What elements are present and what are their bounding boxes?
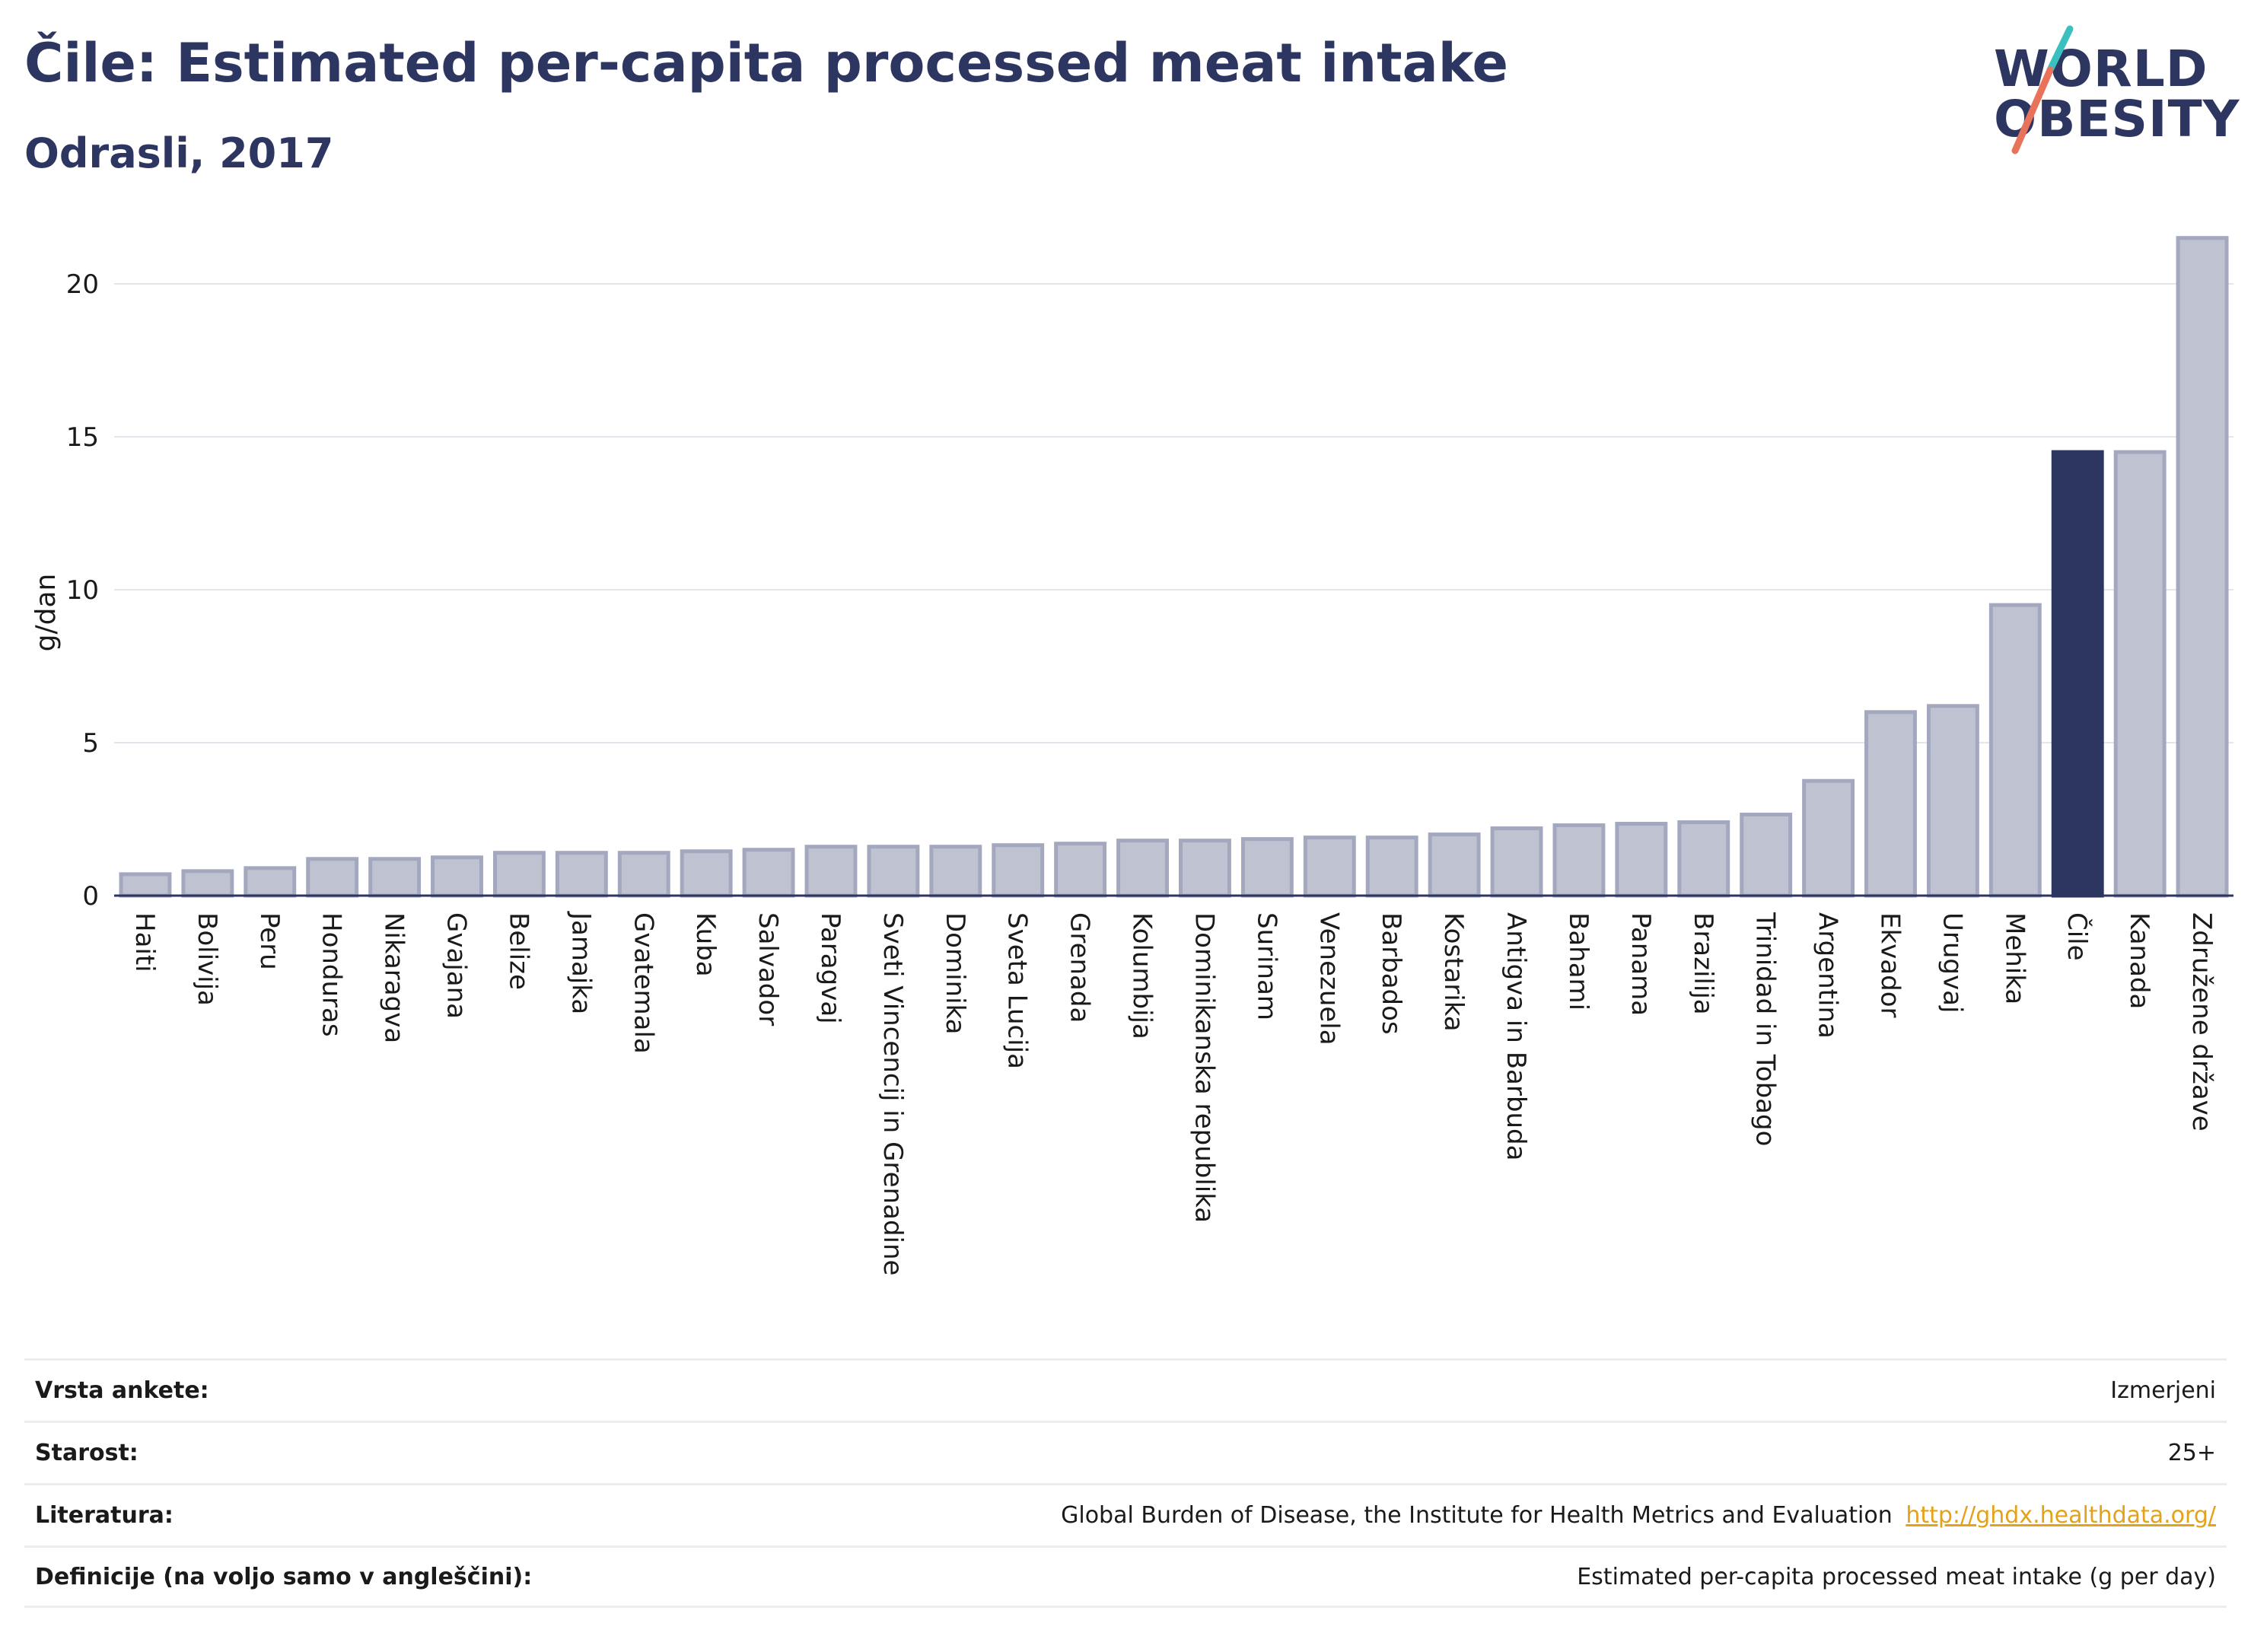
x-tick-label: Bolivija bbox=[192, 912, 222, 1006]
bar bbox=[368, 857, 422, 898]
x-tick-label: Haiti bbox=[129, 912, 160, 972]
bar bbox=[2176, 236, 2229, 898]
x-tick-label: Kolumbija bbox=[1127, 912, 1157, 1039]
bar bbox=[1490, 826, 1543, 898]
x-tick-label: Argentina bbox=[1813, 912, 1843, 1039]
bar bbox=[244, 866, 297, 898]
bar bbox=[1864, 710, 1917, 898]
bar bbox=[1615, 822, 1668, 898]
y-tick-label: 20 bbox=[66, 269, 99, 300]
x-tick-label: Gvatemala bbox=[628, 912, 658, 1054]
logo-line-1: WORLD bbox=[1994, 40, 2208, 98]
info-table: Vrsta ankete: Izmerjeni Starost: 25+ Lit… bbox=[24, 1358, 2227, 1608]
bar bbox=[1988, 603, 2042, 898]
x-tick-label: Trinidad in Tobago bbox=[1750, 912, 1781, 1146]
bars bbox=[119, 236, 2229, 898]
bar bbox=[1740, 812, 1793, 898]
x-tick-label: Barbados bbox=[1376, 912, 1406, 1035]
world-obesity-logo: WORLD OBESITY bbox=[1979, 21, 2239, 158]
literature-label: Literatura: bbox=[35, 1502, 174, 1529]
x-tick-label: Surinam bbox=[1251, 912, 1282, 1020]
literature-link[interactable]: http://ghdx.healthdata.org/ bbox=[1906, 1502, 2216, 1529]
x-tick-label: Nikaragva bbox=[379, 912, 409, 1043]
info-row-age: Starost: 25+ bbox=[24, 1421, 2227, 1483]
bar bbox=[680, 849, 733, 898]
x-tick-label: Panama bbox=[1625, 912, 1656, 1016]
x-tick-label: Venezuela bbox=[1313, 912, 1344, 1046]
x-tick-label: Ekvador bbox=[1874, 912, 1905, 1018]
bar bbox=[181, 869, 234, 898]
literature-value-wrap: Global Burden of Disease, the Institute … bbox=[1061, 1502, 2216, 1529]
x-tick-label: Grenada bbox=[1065, 912, 1095, 1023]
logo-slash-icon bbox=[2011, 25, 2074, 154]
info-row-survey-type: Vrsta ankete: Izmerjeni bbox=[24, 1358, 2227, 1421]
definitions-value: Estimated per-capita processed meat inta… bbox=[1577, 1563, 2216, 1590]
chart-subtitle: Odrasli, 2017 bbox=[24, 129, 334, 177]
x-tick-label: Dominika bbox=[940, 912, 970, 1034]
bar bbox=[1926, 704, 1979, 898]
y-tick-label: 15 bbox=[66, 422, 99, 453]
x-tick-label: Bahami bbox=[1563, 912, 1594, 1011]
bar bbox=[119, 872, 172, 898]
bar bbox=[1802, 778, 1855, 898]
x-tick-label: Združene države bbox=[2186, 912, 2217, 1132]
x-tick-label: Mehika bbox=[1999, 912, 2030, 1004]
bar bbox=[1116, 839, 1169, 898]
x-tick-label: Urugvaj bbox=[1937, 912, 1967, 1013]
age-label: Starost: bbox=[35, 1440, 138, 1466]
age-value: 25+ bbox=[2167, 1440, 2216, 1466]
bar bbox=[1054, 842, 1107, 898]
x-tick-label: Dominikanska republika bbox=[1189, 912, 1219, 1223]
bar bbox=[1552, 823, 1606, 898]
x-tick-label: Honduras bbox=[317, 912, 347, 1037]
x-tick-label: Antigva in Barbuda bbox=[1501, 912, 1531, 1160]
bar bbox=[1428, 832, 1481, 898]
x-tick-label: Peru bbox=[254, 912, 285, 970]
bar-highlighted bbox=[2051, 450, 2104, 898]
bar bbox=[1179, 839, 1231, 898]
bar bbox=[555, 851, 608, 898]
literature-value: Global Burden of Disease, the Institute … bbox=[1061, 1502, 1893, 1529]
definitions-label: Definicije (na voljo samo v angleščini): bbox=[35, 1563, 533, 1590]
bar bbox=[1303, 836, 1356, 898]
bar bbox=[804, 845, 858, 898]
bar-chart: 0 5 10 15 20 Haiti Bolivija Peru Honduras Nikara… bbox=[30, 236, 2233, 1275]
x-tick-label: Kanada bbox=[2124, 912, 2154, 1009]
x-tick-label: Čile bbox=[2062, 912, 2093, 961]
x-tick-label: Brazilija bbox=[1688, 912, 1718, 1015]
bar bbox=[742, 848, 795, 898]
y-axis-ticks: 0 5 10 15 20 bbox=[66, 269, 99, 912]
bar bbox=[1365, 836, 1418, 898]
x-tick-label: Jamajka bbox=[565, 911, 596, 1014]
x-tick-label: Belize bbox=[503, 912, 533, 990]
bar bbox=[431, 855, 483, 898]
x-tick-label: Gvajana bbox=[441, 912, 472, 1019]
bar bbox=[306, 857, 359, 898]
x-tick-label: Kuba bbox=[690, 912, 721, 977]
bar bbox=[867, 845, 920, 898]
x-tick-label: Kostarika bbox=[1438, 912, 1469, 1032]
survey-type-value: Izmerjeni bbox=[2110, 1377, 2216, 1404]
bar bbox=[492, 851, 546, 898]
bar bbox=[992, 843, 1045, 898]
survey-type-label: Vrsta ankete: bbox=[35, 1377, 209, 1404]
bar bbox=[1240, 837, 1294, 898]
x-tick-label: Paragvaj bbox=[815, 912, 845, 1024]
y-tick-label: 10 bbox=[66, 575, 99, 606]
chart-title: Čile: Estimated per-capita processed mea… bbox=[24, 32, 1508, 94]
y-tick-label: 5 bbox=[82, 728, 99, 759]
bar bbox=[929, 845, 982, 898]
x-tick-label: Sveta Lucija bbox=[1002, 912, 1033, 1069]
info-row-definitions: Definicije (na voljo samo v angleščini):… bbox=[24, 1545, 2227, 1608]
x-tick-label: Salvador bbox=[753, 912, 783, 1026]
bar bbox=[1677, 820, 1730, 898]
info-row-literature: Literatura: Global Burden of Disease, th… bbox=[24, 1483, 2227, 1545]
grid-lines bbox=[114, 283, 2233, 743]
y-axis-label: g/dan bbox=[30, 574, 62, 652]
y-tick-label: 0 bbox=[82, 881, 99, 912]
bar bbox=[617, 851, 670, 898]
x-tick-label: Sveti Vincencij in Grenadine bbox=[877, 912, 908, 1275]
bar bbox=[2113, 450, 2167, 898]
x-axis-labels: Haiti Bolivija Peru Honduras Nikaragva Gvajan… bbox=[129, 911, 2217, 1275]
